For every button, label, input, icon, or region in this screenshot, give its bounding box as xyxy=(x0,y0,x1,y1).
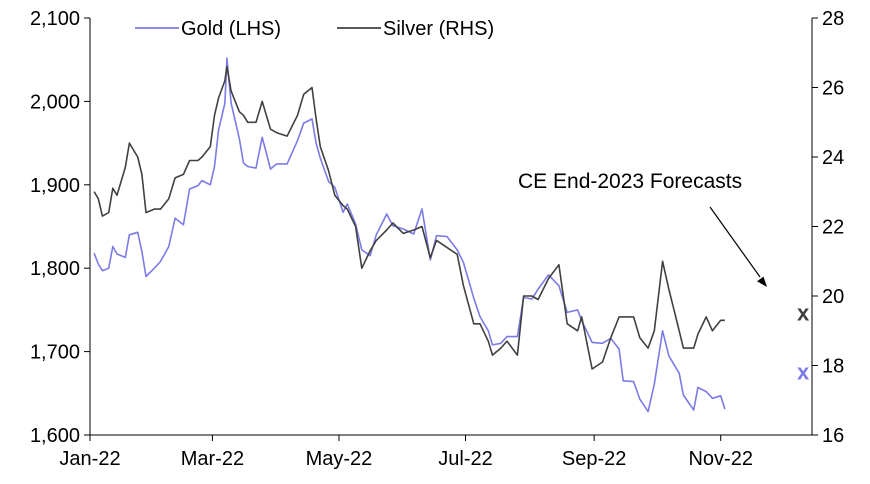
right-tick-label: 26 xyxy=(822,78,844,100)
x-tick-label: Jan-22 xyxy=(59,448,120,470)
left-tick-label: 2,000 xyxy=(30,91,80,113)
right-tick-label: 24 xyxy=(822,147,844,169)
forecast-annotation: CE End-2023 Forecasts x x xyxy=(518,170,810,384)
x-tick-label: Jul-22 xyxy=(438,448,492,470)
right-tick-label: 28 xyxy=(822,8,844,30)
axes: 1,600 1,700 1,800 1,900 2,000 2,100 16 18 20 22 24… xyxy=(30,8,844,470)
x-tick-label: Mar-22 xyxy=(181,448,244,470)
left-tick-label: 1,900 xyxy=(30,175,80,197)
forecast-label: CE End-2023 Forecasts xyxy=(518,170,742,193)
silver-forecast-marker: x xyxy=(797,300,810,325)
left-tick-label: 2,100 xyxy=(30,8,80,30)
silver-series-line xyxy=(93,65,725,370)
right-tick-label: 18 xyxy=(822,356,844,378)
forecast-arrow-line xyxy=(709,206,761,278)
gold-forecast-marker: x xyxy=(797,359,810,384)
left-tick-label: 1,700 xyxy=(30,342,80,364)
right-tick-label: 16 xyxy=(822,425,844,447)
forecast-arrow-head xyxy=(757,276,767,287)
gold-series-line xyxy=(93,57,726,413)
left-tick-label: 1,600 xyxy=(30,425,80,447)
x-tick-label: Sep-22 xyxy=(562,448,627,470)
silver-legend-label: Silver (RHS) xyxy=(383,18,494,40)
right-tick-label: 20 xyxy=(822,286,844,308)
right-tick-label: 22 xyxy=(822,217,844,239)
gold-legend-label: Gold (LHS) xyxy=(181,18,281,40)
legend: Gold (LHS) Silver (RHS) xyxy=(135,18,494,40)
series-lines xyxy=(93,57,726,413)
x-tick-label: Nov-22 xyxy=(688,448,752,470)
left-tick-label: 1,800 xyxy=(30,258,80,280)
x-tick-label: May-22 xyxy=(306,448,373,470)
